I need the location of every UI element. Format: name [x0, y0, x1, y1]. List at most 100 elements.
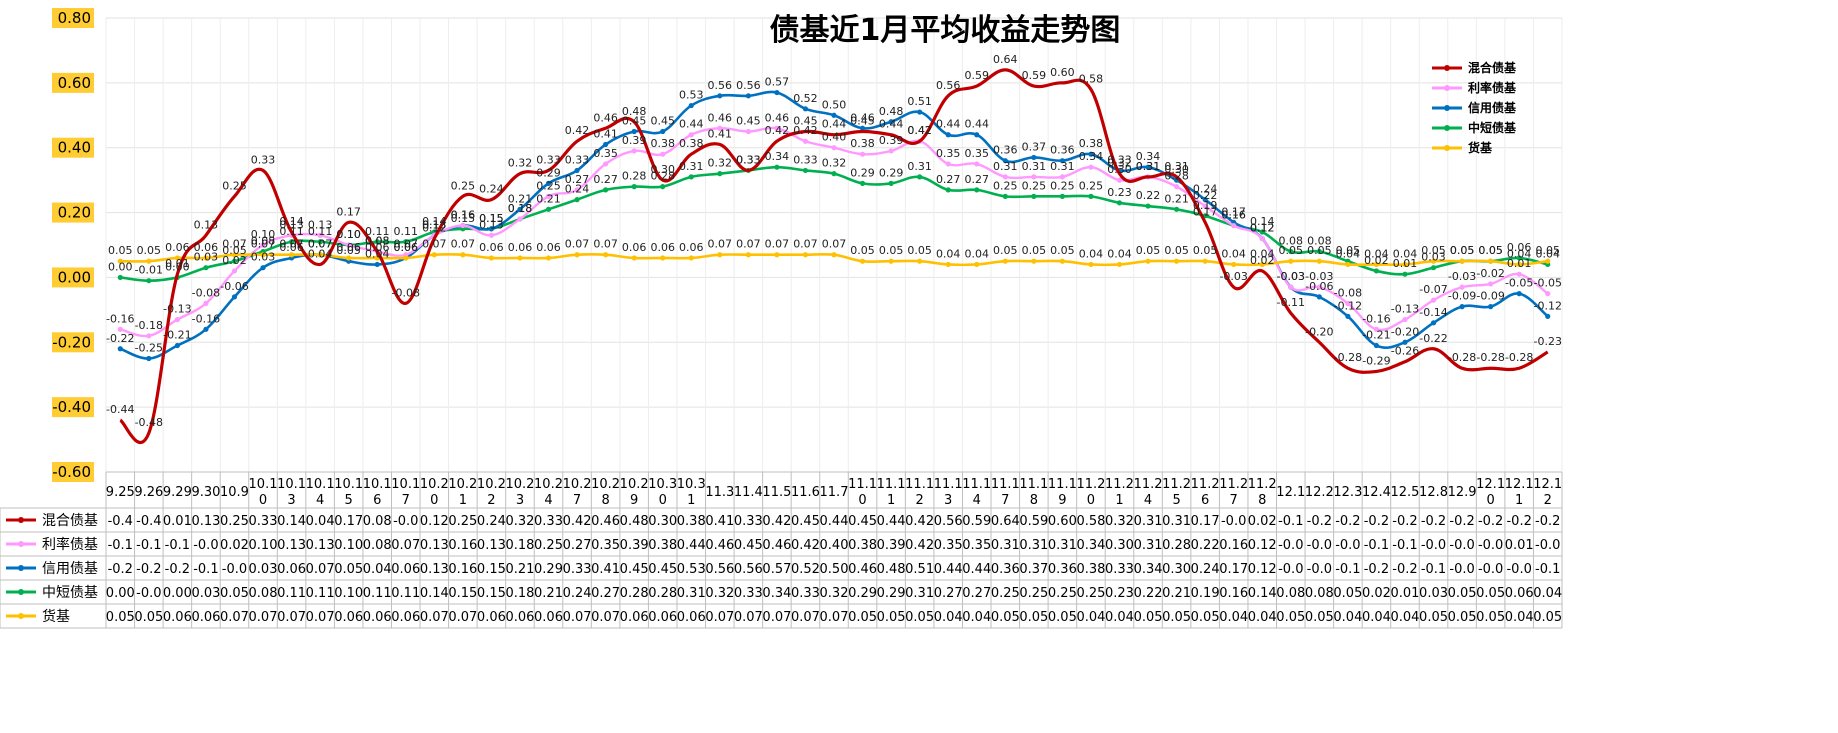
data-label-1: -0.16 [1362, 312, 1390, 325]
table-cell: 0.06 [391, 562, 420, 577]
data-label-3: 0.05 [1478, 244, 1503, 257]
data-label-3: 0.14 [422, 215, 447, 228]
data-label-1: -0.18 [135, 319, 163, 332]
table-cell: 0.38 [848, 538, 877, 553]
table-cell: -0.0 [1449, 538, 1474, 553]
series-point-4 [1088, 261, 1094, 268]
series-point-4 [974, 261, 980, 268]
table-cell: 0.05 [905, 610, 934, 625]
x-tick-label: 11.1 4 [962, 477, 991, 508]
series-point-3 [888, 180, 894, 186]
data-label-1: 0.16 [1221, 209, 1246, 222]
x-tick-label: 9.30 [191, 485, 220, 500]
series-point-1 [774, 125, 780, 131]
table-cell: 0.05 [1333, 586, 1362, 601]
y-tick-label: 0.60 [58, 74, 91, 92]
table-cell: 0.05 [1191, 610, 1220, 625]
table-cell: 0.46 [762, 538, 791, 553]
data-label-0: 0.32 [508, 157, 533, 170]
table-cell: 0.05 [1419, 610, 1448, 625]
series-point-1 [945, 161, 951, 167]
table-cell: 0.05 [134, 610, 163, 625]
table-cell: 0.32 [505, 514, 534, 529]
series-point-1 [1288, 284, 1294, 290]
series-point-2 [831, 112, 837, 118]
table-cell: 0.07 [277, 610, 306, 625]
table-cell: 0.10 [334, 586, 363, 601]
data-label-4: 0.05 [1193, 244, 1218, 257]
data-label-2: 0.38 [1079, 137, 1104, 150]
data-label-3: 0.33 [736, 153, 761, 166]
x-tick-label: 12.4 [1362, 485, 1391, 500]
table-cell: 0.22 [1191, 538, 1220, 553]
data-label-0: 0.33 [251, 153, 276, 166]
x-tick-label: 11.1 8 [1019, 477, 1048, 508]
x-tick-label-line: 11.1 [962, 477, 991, 492]
table-legend-marker [18, 541, 24, 547]
data-label-4: 0.05 [1478, 244, 1503, 257]
series-point-4 [1345, 261, 1351, 268]
x-tick-label-line: 0 [1486, 493, 1494, 508]
x-tick-label: 12.1 0 [1476, 477, 1505, 508]
x-tick-label-line: 3 [516, 493, 524, 508]
series-point-4 [1059, 258, 1065, 264]
series-point-4 [1173, 258, 1180, 264]
x-tick-label-line: 10.1 [363, 477, 392, 492]
data-label-3: 0.11 [308, 225, 333, 238]
data-label-4: 0.05 [1050, 244, 1075, 257]
series-point-4 [146, 258, 152, 264]
data-label-0: 0.41 [708, 127, 733, 140]
legend-label-0: 混合债基 [1468, 60, 1517, 75]
data-label-4: 0.04 [1079, 247, 1104, 260]
data-label-1: 0.25 [536, 179, 561, 192]
table-cell: -0.0 [1221, 514, 1246, 529]
series-point-2 [1459, 304, 1465, 310]
table-cell: 0.36 [1048, 562, 1077, 577]
data-label-2: 0.44 [964, 118, 989, 131]
table-cell: 0.04 [1219, 610, 1248, 625]
series-point-2 [745, 93, 751, 99]
table-cell: 0.46 [848, 562, 877, 577]
table-cell: 0.34 [762, 586, 791, 601]
series-point-1 [1345, 300, 1351, 306]
data-label-1: 0.31 [993, 160, 1018, 173]
data-label-4: 0.07 [708, 238, 733, 251]
table-cell: -0.0 [1449, 562, 1474, 577]
table-cell: 0.24 [1191, 562, 1220, 577]
series-point-3 [1116, 200, 1123, 206]
table-cell: 0.04 [1505, 610, 1534, 625]
data-label-0: 0.45 [850, 115, 875, 128]
table-row-name: 混合债基 [42, 512, 98, 529]
table-cell: 0.10 [249, 538, 278, 553]
series-point-3 [831, 171, 837, 177]
series-point-4 [1545, 258, 1551, 264]
table-cell: 0.08 [1305, 586, 1334, 601]
data-label-4: 0.05 [1279, 244, 1304, 257]
series-point-4 [717, 252, 723, 258]
data-label-2: 0.29 [536, 166, 561, 179]
data-label-0: -0.26 [1391, 345, 1419, 358]
series-point-2 [1088, 151, 1094, 157]
table-cell: 0.13 [306, 538, 335, 553]
x-tick-label-line: 11.2 [1076, 477, 1105, 492]
table-cell: -0.2 [1364, 514, 1389, 529]
series-point-2 [488, 226, 495, 232]
x-tick-label-line: 10.1 [277, 477, 306, 492]
x-tick-label-line: 10.2 [534, 477, 563, 492]
table-cell: -0.2 [136, 562, 161, 577]
table-cell: 0.19 [1191, 586, 1220, 601]
data-label-2: 0.06 [394, 241, 419, 254]
data-label-0: 0.42 [565, 124, 590, 137]
data-label-1: 0.34 [1079, 150, 1104, 163]
table-cell: -0.0 [1535, 538, 1560, 553]
data-label-2: -0.22 [106, 332, 134, 345]
data-label-1: -0.16 [106, 312, 134, 325]
series-point-4 [1145, 258, 1151, 264]
data-label-2: 0.51 [907, 95, 932, 108]
data-label-3: 0.25 [993, 179, 1018, 192]
series-point-4 [1259, 261, 1265, 268]
series-point-1 [203, 300, 209, 306]
table-cell: 0.03 [191, 586, 220, 601]
x-tick-label-line: 10.1 [249, 477, 278, 492]
